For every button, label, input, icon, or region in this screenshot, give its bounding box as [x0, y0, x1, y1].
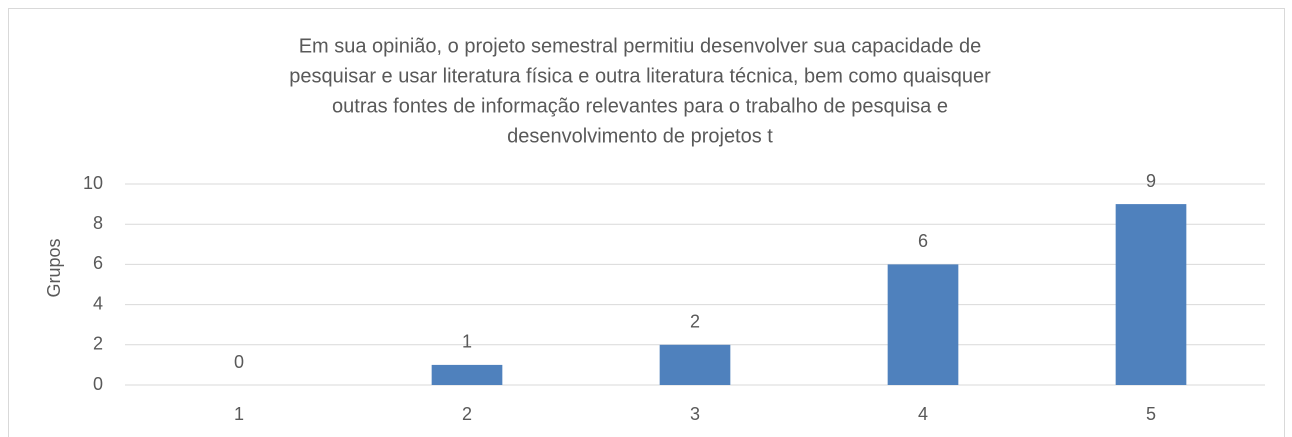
x-tick-label: 2	[462, 404, 472, 424]
bar	[1115, 204, 1187, 385]
bar	[659, 344, 731, 385]
x-tick-label: 1	[234, 404, 244, 424]
x-tick-label: 3	[690, 404, 700, 424]
y-tick-label: 8	[93, 213, 103, 233]
chart-title: Em sua opinião, o projeto semestral perm…	[299, 35, 982, 57]
chart-title: pesquisar e usar literatura física e out…	[289, 65, 991, 87]
bar	[431, 364, 503, 385]
data-label: 6	[918, 231, 928, 251]
data-label: 2	[690, 312, 700, 332]
y-tick-label: 6	[93, 253, 103, 273]
y-tick-label: 10	[83, 173, 103, 193]
x-tick-label: 4	[918, 404, 928, 424]
x-tick-label: 5	[1146, 404, 1156, 424]
y-tick-label: 2	[93, 334, 103, 354]
y-axis-label: Grupos	[44, 238, 64, 297]
y-tick-label: 0	[93, 374, 103, 394]
chart-title: outras fontes de informação relevantes p…	[332, 95, 948, 117]
bar	[887, 264, 959, 385]
y-tick-label: 4	[93, 293, 103, 313]
data-label: 1	[462, 332, 472, 352]
data-label: 9	[1146, 171, 1156, 191]
data-label: 0	[234, 352, 244, 372]
chart-title: desenvolvimento de projetos t	[507, 125, 773, 147]
chart-border	[8, 8, 1285, 437]
